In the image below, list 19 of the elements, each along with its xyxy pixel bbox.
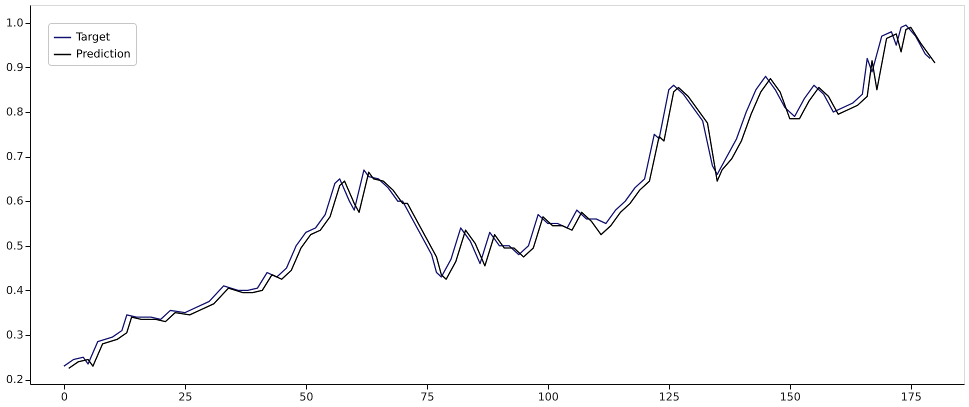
x-tick-label: 100 (538, 390, 559, 404)
x-tick-label: 150 (780, 390, 801, 404)
y-tick-label: 0.9 (6, 60, 24, 74)
x-tick-label: 175 (900, 390, 922, 404)
x-tick-label: 50 (299, 390, 314, 404)
x-tick-label: 75 (420, 390, 434, 404)
x-tick-label: 0 (60, 390, 68, 404)
y-tick-label: 1.0 (6, 16, 24, 30)
x-tick-label: 125 (658, 390, 680, 404)
y-tick-label: 0.5 (6, 239, 24, 252)
y-tick-label: 0.3 (6, 328, 24, 342)
y-tick-label: 0.6 (6, 194, 24, 208)
x-tick-label: 25 (178, 390, 192, 404)
y-tick-label: 0.8 (6, 106, 24, 119)
legend-label: Prediction (76, 48, 131, 60)
legend-label: Target (75, 30, 111, 44)
y-tick-label: 0.7 (6, 150, 24, 164)
y-tick-label: 0.4 (6, 284, 24, 297)
y-tick-label: 0.2 (6, 373, 24, 386)
